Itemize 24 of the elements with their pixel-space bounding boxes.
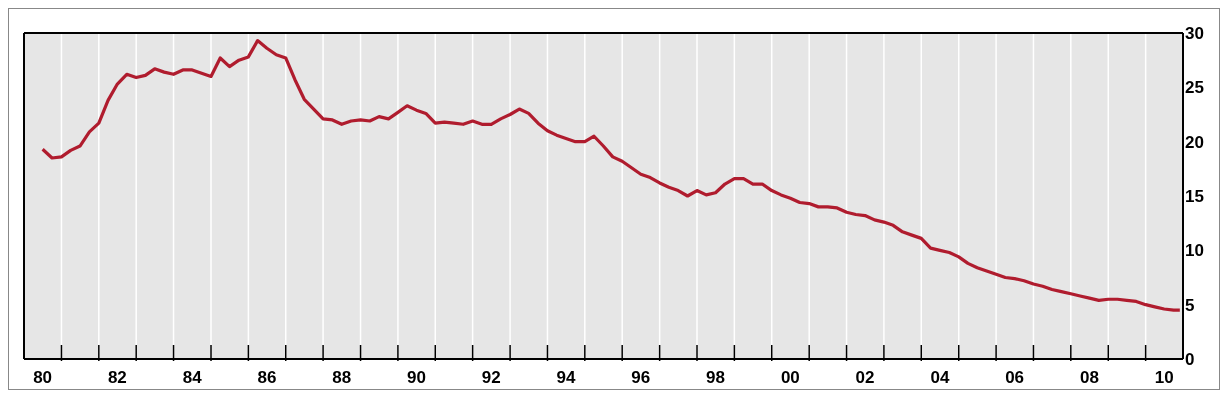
x-tick-label: 86 [257,368,277,387]
x-tick-label: 84 [182,368,203,387]
y-tick-label: 15 [1185,187,1204,206]
x-tick-label: 02 [855,368,875,387]
y-tick-label: 30 [1185,24,1204,43]
x-tick-label: 04 [930,368,950,387]
x-tick-label: 06 [1005,368,1025,387]
x-tick-label: 98 [706,368,725,387]
x-tick-label: 92 [481,368,501,387]
y-tick-label: 0 [1185,350,1195,369]
x-tick-label: 90 [406,368,426,387]
x-tick-label: 00 [780,368,800,387]
y-tick-label: 20 [1185,132,1204,152]
x-tick-label: 88 [332,368,352,387]
y-tick-label: 25 [1185,78,1204,98]
y-tick-label: 10 [1185,241,1204,261]
x-tick-label: 94 [556,368,576,387]
line-series [41,39,1182,312]
y-tick-label: 5 [1185,295,1195,315]
x-tick-label: 10 [1154,368,1174,387]
x-tick-label: 82 [107,368,127,387]
x-tick-label: 08 [1079,368,1099,387]
x-tick-label: 96 [631,368,651,387]
x-tick-label: 80 [33,368,53,387]
